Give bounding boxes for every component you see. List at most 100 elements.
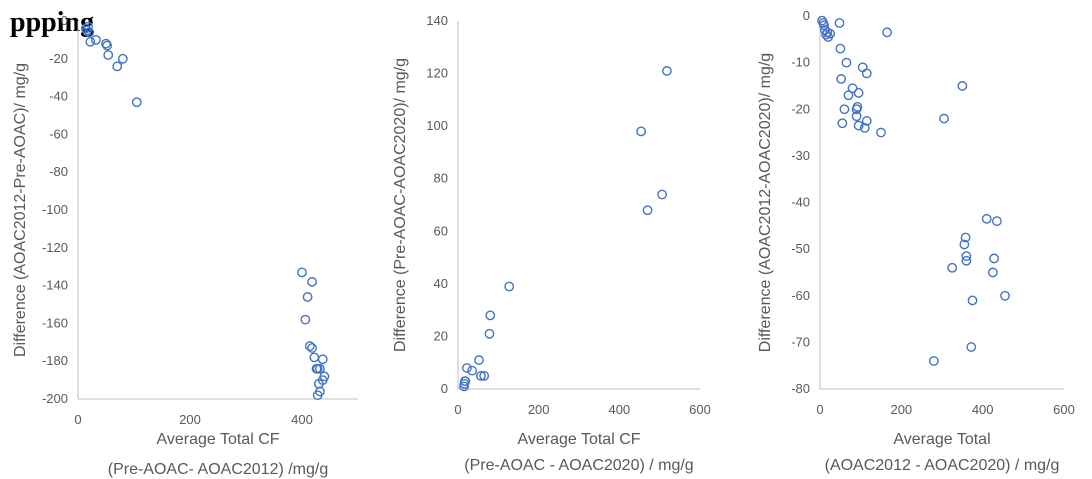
y-tick-label: 140	[426, 13, 448, 28]
y-tick-label: -70	[791, 334, 810, 349]
data-point	[307, 276, 317, 287]
data-point	[315, 363, 325, 374]
data-point	[297, 267, 307, 278]
y-tick-label: 100	[426, 118, 448, 133]
data-point	[84, 27, 95, 38]
x-tick-label: 400	[608, 402, 630, 417]
data-point	[307, 343, 317, 353]
data-point	[317, 354, 328, 365]
data-point	[112, 61, 123, 72]
data-point	[461, 363, 472, 373]
data-point	[989, 253, 999, 264]
data-point	[981, 213, 992, 224]
data-point	[85, 36, 96, 47]
y-tick-label: -160	[42, 315, 68, 330]
data-point	[101, 38, 111, 49]
data-point	[485, 310, 496, 321]
y-tick-label: 40	[434, 276, 448, 291]
y-tick-label: -120	[42, 240, 68, 255]
data-point	[992, 216, 1002, 227]
y-tick-label: -80	[791, 381, 810, 396]
data-point	[853, 88, 864, 98]
data-point	[103, 50, 114, 60]
data-point	[966, 342, 977, 352]
data-point	[309, 352, 320, 363]
data-point	[302, 292, 313, 302]
x-tick-label: 0	[454, 402, 461, 417]
data-point	[300, 314, 311, 325]
y-tick-label: 20	[434, 328, 448, 343]
y-tick-label: 0	[441, 381, 448, 396]
data-point	[479, 370, 490, 381]
data-point	[847, 83, 858, 94]
y-tick-label: -60	[791, 288, 810, 303]
data-point	[825, 28, 836, 39]
y-tick-label: 120	[426, 66, 448, 81]
figure-heading: ppping	[10, 7, 94, 38]
data-point	[1000, 290, 1010, 301]
scatter-chart-2: 0 200 400 600 0 20 40 60 80 100 120 140 Difference (…	[392, 13, 711, 474]
data-point	[957, 81, 968, 91]
y-tick-label: 80	[434, 171, 448, 186]
y-tick-label: -80	[49, 164, 68, 179]
y-tick-label: -200	[42, 391, 68, 406]
x-axis-label-line: (AOAC2012 - AOAC2020) / mg/g	[825, 457, 1060, 474]
y-tick-label: 60	[434, 223, 448, 238]
x-axis-label-line: (Pre-AOAC- AOAC2012) /mg/g	[108, 461, 329, 478]
data-point	[851, 111, 862, 122]
data-point	[83, 21, 93, 32]
x-tick-label: 400	[972, 402, 994, 417]
data-point	[987, 267, 998, 278]
data-point	[662, 66, 672, 76]
y-axis-label: Difference (AOAC2012-Pre-AOAC)/ mg/g	[12, 63, 29, 357]
x-tick-label: 200	[890, 402, 912, 417]
data-point	[882, 27, 892, 38]
y-tick-label: -40	[791, 195, 810, 210]
data-point	[657, 189, 667, 200]
y-tick-label: -100	[42, 202, 68, 217]
data-point	[959, 239, 970, 250]
data-point	[476, 370, 486, 381]
y-tick-label: -30	[791, 148, 810, 163]
y-tick-label: -60	[49, 126, 68, 141]
data-point	[312, 390, 323, 401]
data-point	[837, 118, 848, 129]
data-point	[928, 356, 939, 366]
data-point	[857, 62, 868, 73]
data-point	[839, 104, 850, 115]
data-point	[460, 376, 471, 387]
data-point	[960, 232, 971, 243]
x-tick-label: 200	[179, 412, 201, 427]
data-point	[961, 251, 972, 262]
data-point	[967, 295, 978, 306]
x-axis-label-line: Average Total CF	[156, 431, 279, 448]
data-point	[876, 127, 886, 138]
data-point	[467, 365, 478, 376]
x-tick-label: 400	[291, 412, 313, 427]
data-point	[834, 18, 845, 28]
scatter-chart-1: 0 200 400 0 -20 -40 -60 -80 -100 -120 -140 -160 -180…	[12, 13, 358, 478]
data-point	[313, 378, 324, 389]
y-tick-label: -20	[791, 101, 810, 116]
y-axis-label: Difference (Pre-AOAC-AOAC2020)/ mg/g	[392, 58, 409, 352]
y-tick-label: -40	[49, 89, 68, 104]
data-point	[636, 126, 647, 137]
data-point	[961, 255, 972, 266]
x-tick-label: 0	[816, 402, 823, 417]
x-tick-label: 200	[528, 402, 550, 417]
data-point	[304, 341, 315, 351]
data-point	[947, 262, 958, 273]
data-point	[474, 355, 484, 365]
data-point	[91, 35, 101, 45]
x-axis-label-line: (Pre-AOAC - AOAC2020) / mg/g	[464, 457, 693, 474]
y-tick-label: 0	[803, 8, 810, 23]
x-axis-label-line: Average Total	[893, 431, 990, 448]
data-point	[484, 328, 495, 339]
y-tick-label: 0	[61, 13, 68, 28]
y-tick-label: -10	[791, 55, 810, 70]
data-point	[835, 43, 846, 54]
x-tick-label: 0	[74, 412, 81, 427]
data-point	[319, 371, 330, 382]
data-point	[853, 120, 864, 131]
